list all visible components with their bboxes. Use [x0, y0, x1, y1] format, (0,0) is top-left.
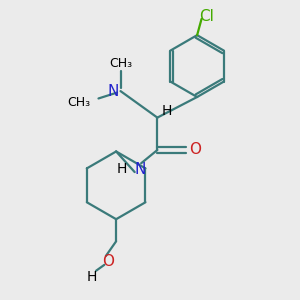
- Text: H: H: [117, 162, 127, 176]
- Text: H: H: [162, 104, 172, 118]
- Text: N: N: [108, 84, 119, 99]
- Text: CH₃: CH₃: [67, 96, 90, 109]
- Text: CH₃: CH₃: [109, 57, 132, 70]
- Text: O: O: [189, 142, 201, 158]
- Text: Cl: Cl: [199, 8, 214, 23]
- Text: N: N: [135, 162, 146, 177]
- Text: O: O: [102, 254, 114, 269]
- Text: H: H: [86, 270, 97, 283]
